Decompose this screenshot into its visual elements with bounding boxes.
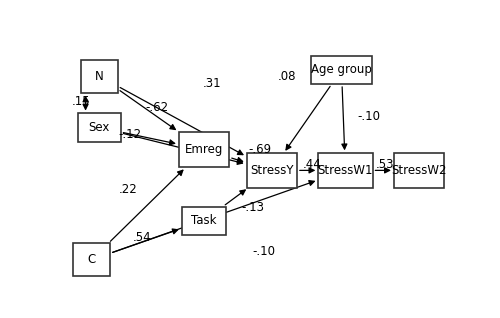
Text: -.10: -.10	[252, 245, 276, 258]
Text: -.10: -.10	[357, 110, 380, 123]
Text: .53: .53	[376, 158, 394, 171]
Text: N: N	[95, 70, 104, 83]
Text: .54: .54	[132, 231, 151, 244]
Text: Sex: Sex	[88, 121, 110, 134]
Text: -.12: -.12	[119, 128, 142, 142]
FancyBboxPatch shape	[394, 153, 444, 188]
FancyBboxPatch shape	[246, 153, 297, 188]
Text: .22: .22	[119, 183, 138, 197]
Text: StressW2: StressW2	[391, 164, 447, 177]
Text: Emreg: Emreg	[185, 143, 223, 156]
Text: .31: .31	[202, 77, 221, 90]
FancyBboxPatch shape	[78, 114, 120, 142]
Text: Task: Task	[191, 214, 216, 227]
FancyBboxPatch shape	[73, 243, 110, 276]
Text: -.69: -.69	[248, 143, 272, 156]
FancyBboxPatch shape	[318, 153, 372, 188]
Text: .44: .44	[302, 158, 321, 171]
FancyBboxPatch shape	[81, 59, 118, 93]
FancyBboxPatch shape	[182, 206, 226, 235]
Text: .08: .08	[278, 70, 296, 83]
FancyBboxPatch shape	[312, 56, 372, 84]
Text: .15: .15	[72, 95, 90, 108]
FancyBboxPatch shape	[179, 132, 229, 167]
Text: -.13: -.13	[241, 201, 264, 214]
Text: Age group: Age group	[311, 64, 372, 77]
Text: C: C	[88, 253, 96, 266]
Text: -.62: -.62	[146, 101, 169, 114]
Text: StressW1: StressW1	[318, 164, 373, 177]
Text: StressY: StressY	[250, 164, 294, 177]
